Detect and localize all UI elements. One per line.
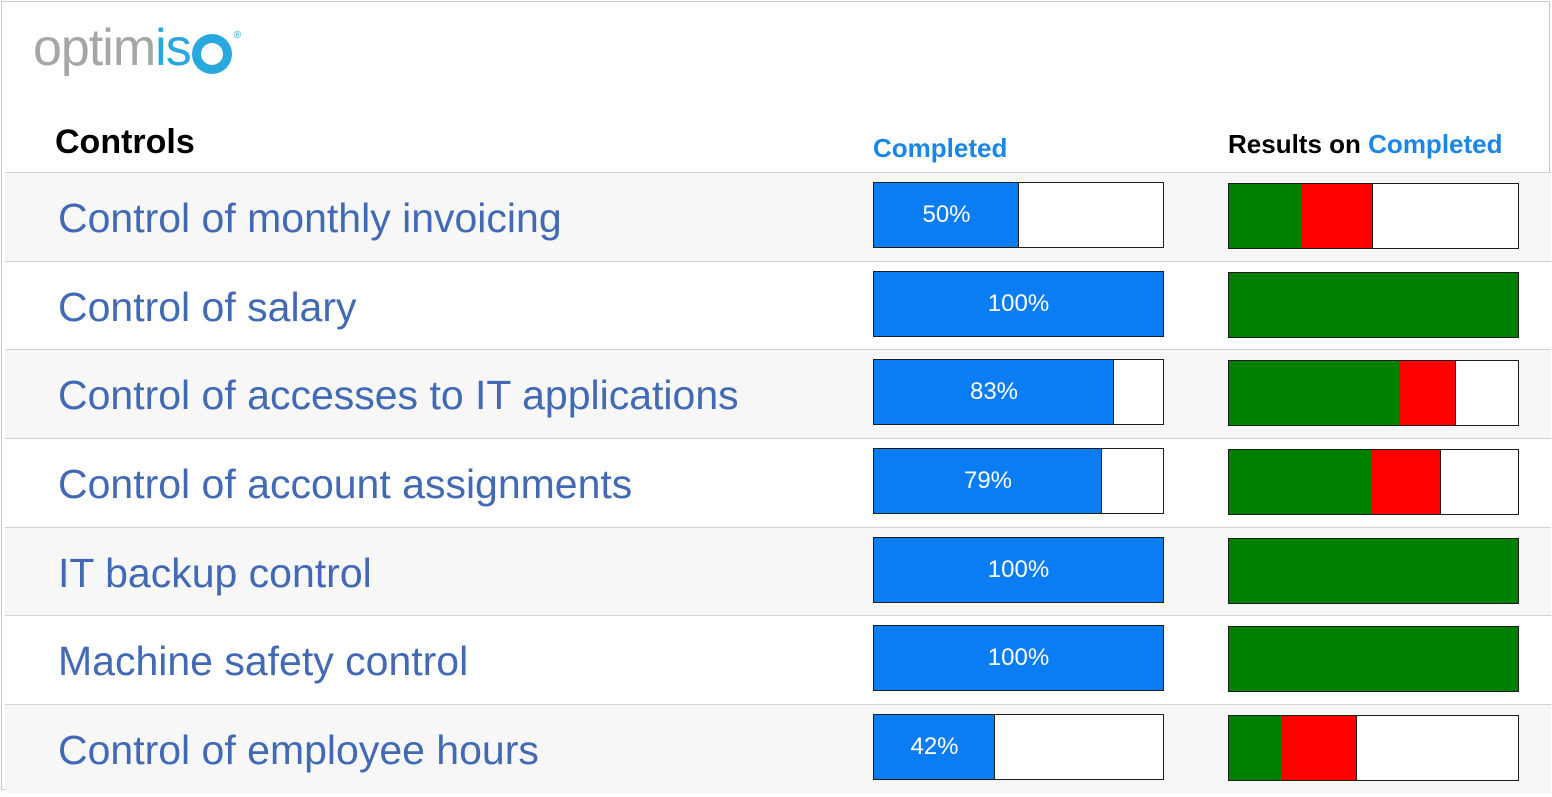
logo-text-blue: is [155, 19, 192, 77]
completed-progress-fill [874, 626, 1163, 691]
results-fail-segment [1301, 184, 1373, 248]
completed-progress-bar: 100% [873, 270, 1164, 337]
completed-progress-fill [874, 449, 1102, 514]
completed-progress-bar: 42% [873, 714, 1164, 781]
results-bar [1228, 449, 1519, 516]
control-row[interactable]: Control of employee hours 42% [5, 704, 1551, 793]
control-row[interactable]: Control of accesses to IT applications 83… [5, 349, 1551, 439]
logo-compass-icon [191, 34, 232, 74]
logo-registered-mark: ® [233, 30, 242, 41]
results-bar [1228, 715, 1519, 782]
controls-table: Control of monthly invoicing 50% Control o… [5, 172, 1551, 793]
results-ok-segment [1229, 450, 1372, 515]
control-label[interactable]: Control of monthly invoicing [58, 195, 562, 241]
completed-percent-label: 42% [910, 733, 959, 761]
completed-progress-bar: 50% [873, 182, 1164, 248]
completed-progress-bar: 83% [873, 359, 1164, 426]
control-label[interactable]: Machine safety control [58, 638, 469, 685]
results-fail-segment [1282, 716, 1357, 781]
completed-percent-label: 79% [963, 467, 1013, 495]
completed-percent-label: 100% [987, 555, 1050, 583]
completed-progress-fill [874, 715, 995, 780]
completed-progress-bar: 100% [873, 536, 1164, 603]
optimiso-logo: optim is ® [33, 20, 241, 78]
results-column-header: Results on Completed [1228, 129, 1503, 160]
control-label[interactable]: Control of accesses to IT applications [58, 372, 739, 419]
completed-progress-fill [874, 537, 1163, 602]
completed-progress-fill [874, 183, 1019, 247]
completed-percent-label: 50% [922, 201, 971, 228]
results-ok-segment [1229, 716, 1282, 781]
control-row[interactable]: Control of monthly invoicing 50% [5, 172, 1551, 261]
results-ok-segment [1229, 361, 1400, 426]
completed-percent-label: 100% [987, 289, 1050, 317]
completed-progress-bar: 100% [873, 625, 1164, 692]
control-row[interactable]: Control of account assignments 79% [5, 438, 1551, 527]
control-label[interactable]: Control of salary [58, 283, 357, 330]
results-ok-segment [1229, 627, 1518, 692]
results-bar [1228, 360, 1519, 427]
completed-progress-bar: 79% [873, 448, 1164, 515]
results-header-prefix: Results on [1228, 129, 1361, 159]
control-label[interactable]: Control of employee hours [58, 727, 539, 774]
results-bar [1228, 183, 1519, 249]
results-ok-segment [1229, 272, 1518, 337]
completed-progress-fill [874, 271, 1163, 336]
completed-percent-label: 83% [969, 378, 1019, 406]
results-ok-segment [1229, 184, 1301, 248]
results-header-highlight: Completed [1368, 129, 1503, 159]
control-label[interactable]: IT backup control [58, 549, 372, 596]
results-fail-segment [1372, 450, 1441, 515]
completed-column-header: Completed [873, 133, 1008, 163]
controls-column-header: Controls [55, 123, 195, 161]
control-label[interactable]: Control of account assignments [58, 461, 633, 508]
results-bar [1228, 626, 1519, 693]
results-ok-segment [1229, 538, 1518, 603]
results-bar [1228, 537, 1519, 604]
logo-text-grey: optim [33, 19, 156, 77]
control-row[interactable]: IT backup control 100% [5, 526, 1551, 616]
results-fail-segment [1400, 361, 1456, 426]
control-row[interactable]: Machine safety control 100% [5, 615, 1551, 705]
completed-percent-label: 100% [987, 644, 1050, 672]
results-bar [1228, 271, 1519, 338]
control-row[interactable]: Control of salary 100% [5, 260, 1551, 350]
completed-progress-fill [874, 360, 1114, 425]
